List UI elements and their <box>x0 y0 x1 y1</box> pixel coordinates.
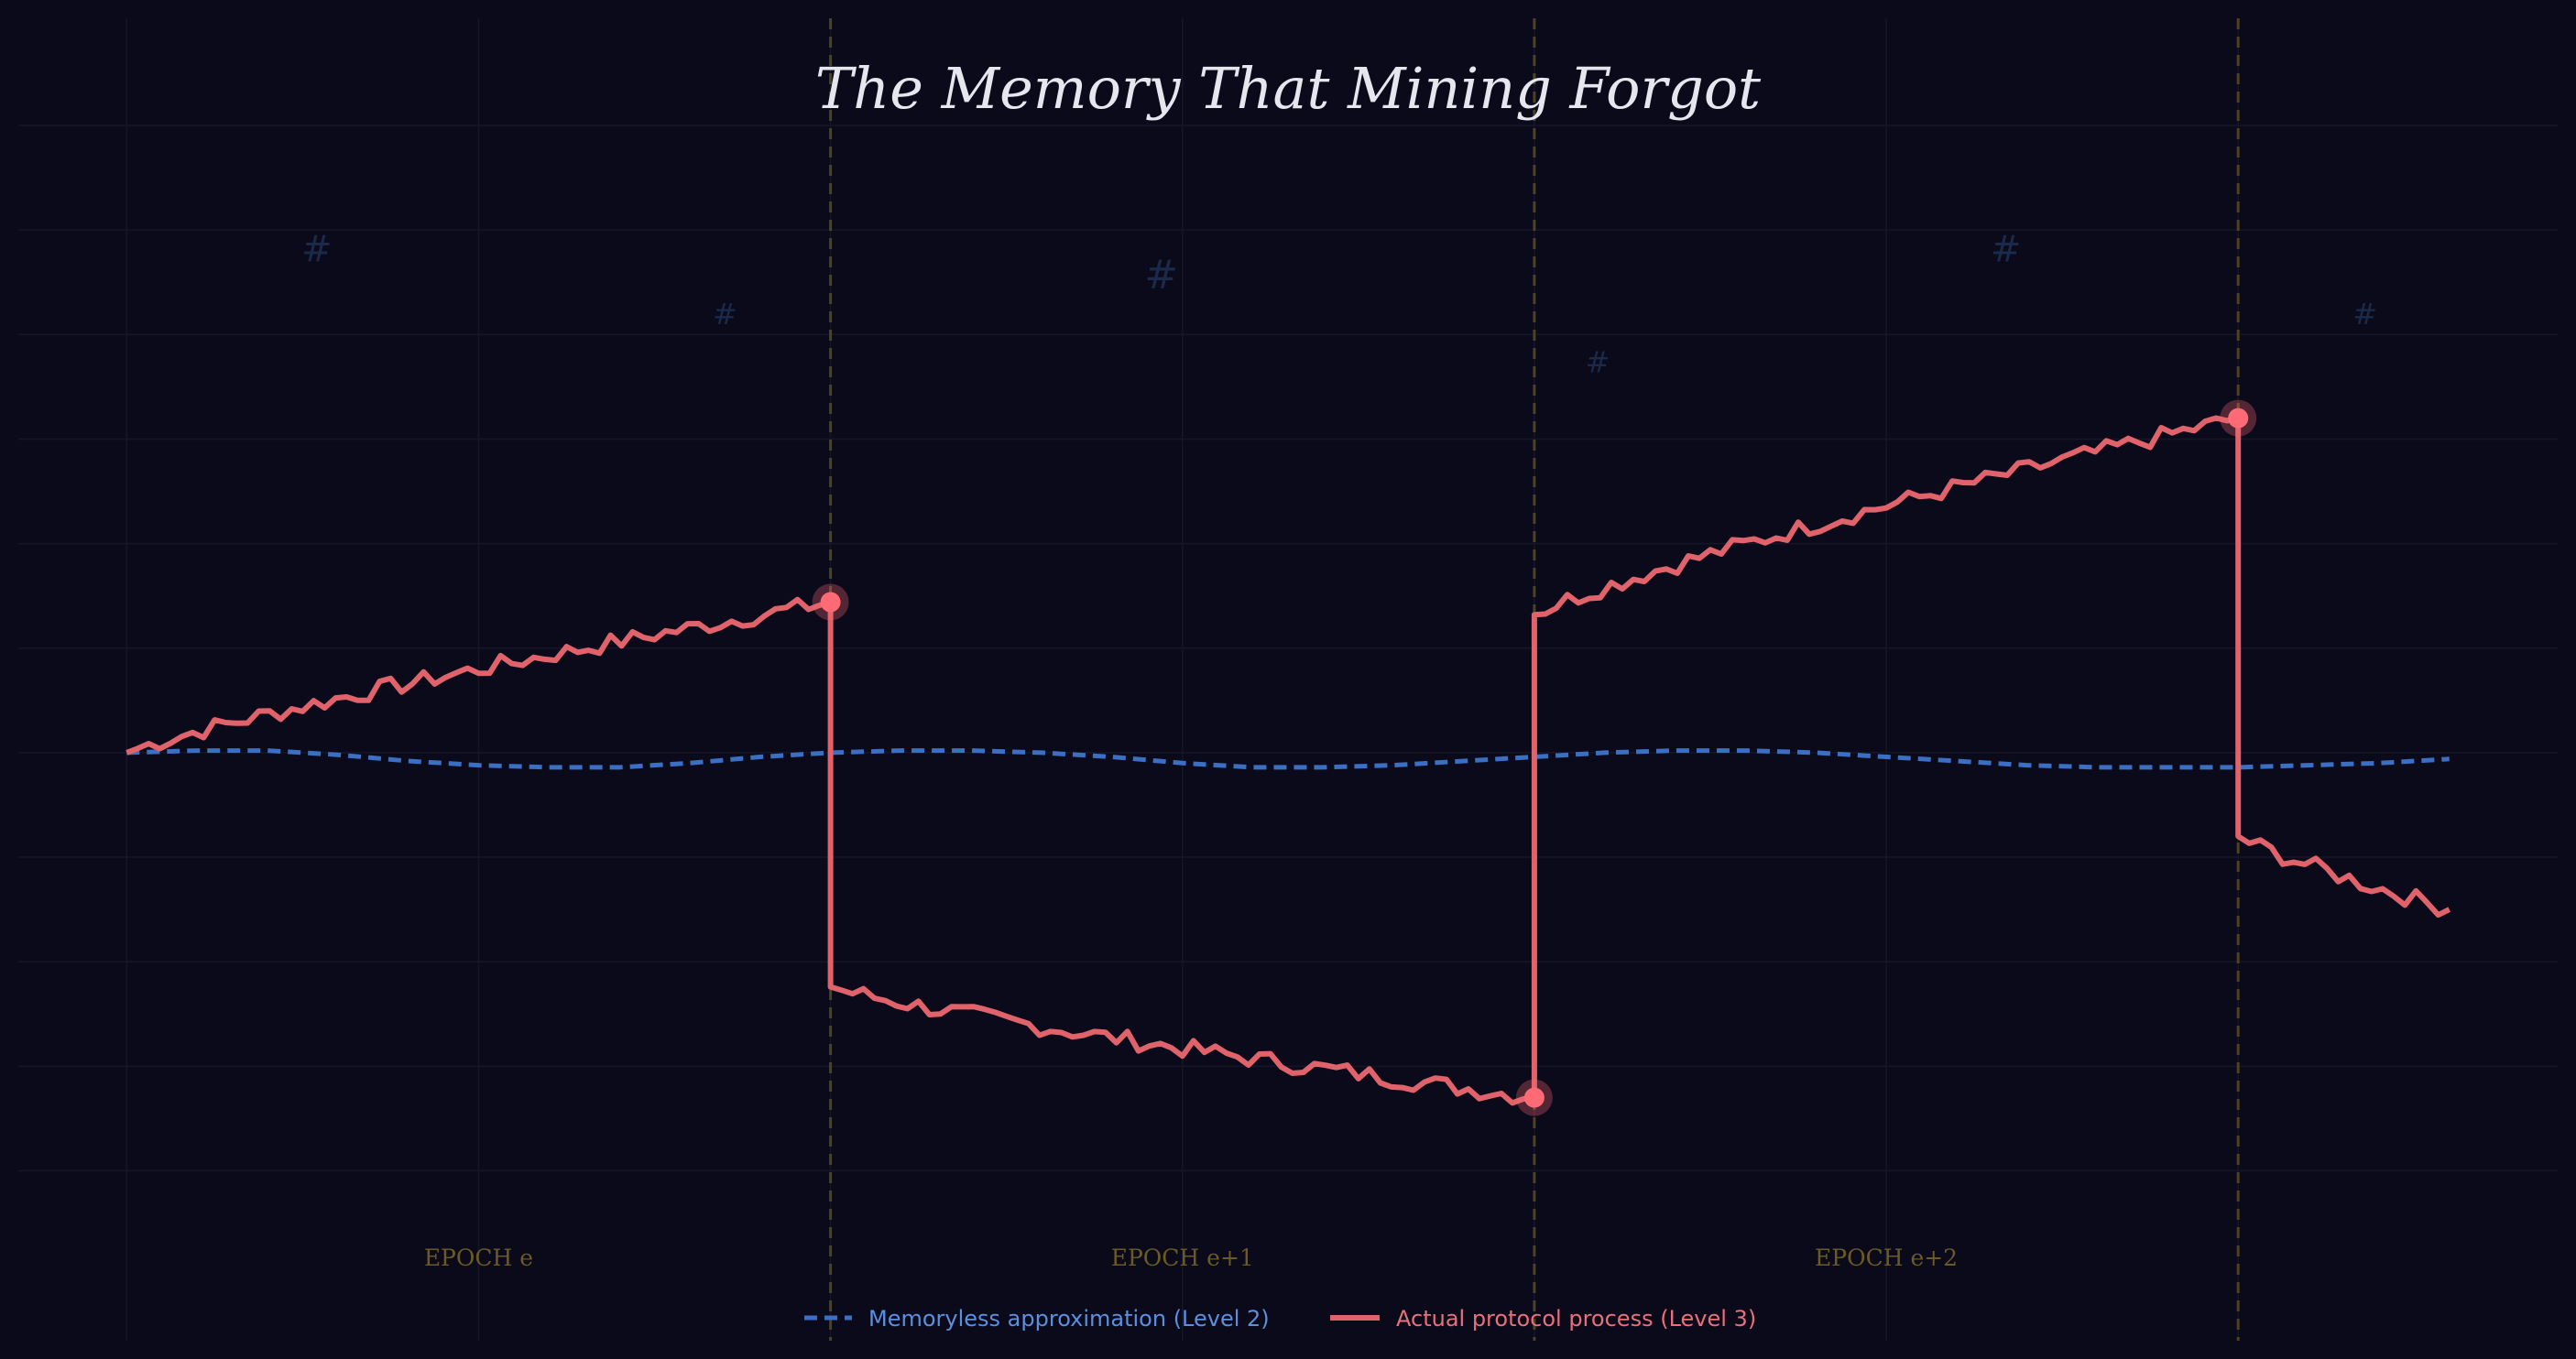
series-memoryless-line <box>126 748 2450 770</box>
hash-watermark: # <box>301 228 333 270</box>
jump-points <box>812 399 2257 1116</box>
legend-memoryless-label: Memoryless approximation (Level 2) <box>868 1306 1270 1332</box>
series-actual-line <box>126 415 2451 1106</box>
hash-watermark: # <box>1991 228 2022 270</box>
legend-actual-label: Actual protocol process (Level 3) <box>1396 1306 1756 1332</box>
jump-point <box>1523 1087 1545 1108</box>
hash-watermark: # <box>1144 252 1178 299</box>
epoch-label: EPOCH e+2 <box>1815 1245 1958 1271</box>
chart-title: The Memory That Mining Forgot <box>815 55 1761 122</box>
epoch-labels: EPOCH e EPOCH e+1 EPOCH e+2 <box>424 1245 1958 1271</box>
legend: Memoryless approximation (Level 2) Actua… <box>804 1306 1756 1332</box>
hash-watermark: # <box>2352 297 2377 332</box>
epoch-label: EPOCH e <box>424 1245 533 1271</box>
jump-point <box>820 592 841 613</box>
hash-watermark: # <box>1586 344 1610 379</box>
epoch-label: EPOCH e+1 <box>1111 1245 1254 1271</box>
jump-point <box>2228 408 2249 429</box>
hash-watermarks: # # # # # # <box>301 228 2377 379</box>
series-lines <box>126 415 2451 1106</box>
hash-watermark: # <box>713 297 737 332</box>
